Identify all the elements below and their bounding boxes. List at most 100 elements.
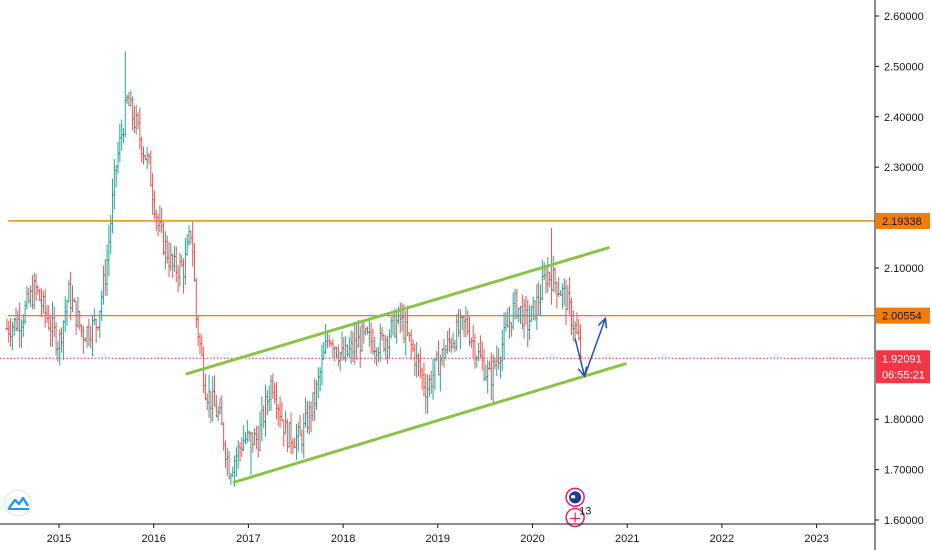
ohlc-bar [338, 351, 342, 372]
ohlc-bar [300, 429, 304, 454]
price-axis[interactable]: 2.60000 2.50000 2.40000 2.30000 2.10000 1.800… [874, 0, 924, 550]
ohlc-bar [76, 296, 80, 329]
ohlc-bar [243, 432, 248, 445]
ohlc-bar [313, 378, 317, 422]
ohlc-bar [8, 318, 13, 347]
ohlc-bar [455, 314, 459, 351]
ohlc-bar [387, 328, 391, 359]
ohlc-bar [30, 275, 35, 310]
ohlc-bar [482, 349, 486, 382]
ohlc-bar [196, 315, 200, 346]
ohlc-bar [192, 242, 197, 282]
y-tick-label: 2.60000 [884, 11, 924, 23]
event-flag-marker[interactable] [565, 487, 585, 508]
ohlc-bar [105, 244, 109, 296]
ohlc-bar [172, 245, 177, 272]
projection-arrows[interactable] [574, 316, 608, 379]
ohlc-bar [112, 159, 116, 210]
projection-arrow[interactable] [583, 316, 608, 377]
trend-channel[interactable] [185, 246, 627, 484]
ohlc-bar [249, 431, 253, 475]
ohlc-bar [562, 278, 566, 306]
ohlc-bar [238, 442, 242, 462]
ohlc-bar [569, 297, 574, 335]
ohlc-bar [38, 289, 42, 302]
ohlc-bar [398, 302, 402, 334]
ohlc-bar [58, 329, 62, 366]
ohlc-bar [309, 401, 313, 432]
event-counter-marker[interactable]: 13 [565, 505, 591, 528]
ohlc-bar [376, 347, 381, 363]
ohlc-bar [96, 326, 100, 331]
ohlc-bar [365, 326, 370, 335]
ohlc-bar [70, 285, 75, 313]
ohlc-bar [426, 374, 430, 415]
ohlc-bar [389, 316, 393, 339]
ohlc-bar [334, 346, 339, 359]
x-tick-label: 2015 [47, 533, 71, 545]
ohlc-bar [447, 327, 452, 352]
ohlc-bar [385, 335, 390, 365]
tag-background [876, 307, 930, 324]
event-markers[interactable]: 13 [565, 487, 591, 528]
ohlc-bar [546, 257, 550, 293]
ohlc-bar [78, 310, 82, 331]
ohlc-bar [130, 96, 135, 131]
ohlc-bar [61, 320, 65, 360]
arrow-shaft [574, 338, 586, 377]
ohlc-bar [116, 141, 120, 174]
ohlc-bar [493, 357, 497, 370]
ohlc-bar [358, 326, 362, 368]
time-axis[interactable]: 2015 2016 2017 2018 2019 2020 2021 2022 2023 [0, 523, 875, 545]
ohlc-bar [242, 425, 246, 452]
ohlc-bar [484, 364, 488, 381]
ohlc-bar [391, 314, 395, 336]
x-tick-label: 2023 [804, 533, 828, 545]
ohlc-bar [101, 265, 106, 305]
ohlc-bar [322, 341, 326, 360]
ohlc-bar [245, 420, 249, 444]
price-level-lines[interactable] [0, 220, 875, 359]
ohlc-bar [515, 289, 519, 320]
ohlc-bar [489, 352, 493, 401]
ohlc-bar [216, 405, 220, 422]
ohlc-bar [132, 105, 136, 133]
channel-upper-line[interactable] [185, 246, 610, 376]
ohlc-bar [276, 404, 280, 427]
ohlc-bar [329, 340, 333, 347]
ohlc-bar [39, 288, 44, 318]
ohlc-bar [571, 310, 575, 342]
ohlc-bar [114, 165, 118, 188]
ohlc-bar [451, 332, 455, 350]
tradingview-logo-icon[interactable] [4, 489, 32, 517]
ohlc-bars [5, 51, 583, 487]
ohlc-bar [311, 392, 315, 422]
ohlc-bar [247, 430, 251, 442]
x-tick-label: 2018 [331, 533, 355, 545]
ohlc-bar [185, 233, 189, 256]
ohlc-bar [420, 368, 424, 390]
ohlc-bar [553, 267, 557, 294]
ohlc-bar [407, 332, 411, 342]
ohlc-bar [564, 279, 568, 326]
ohlc-bar [446, 330, 450, 355]
ohlc-bar [526, 299, 530, 348]
ohlc-bar [50, 301, 55, 347]
bar-countdown-label: 06:55:21 [882, 369, 925, 381]
ohlc-bar [74, 300, 78, 335]
ohlc-bar [320, 344, 324, 386]
channel-lower-line[interactable] [232, 362, 627, 484]
ohlc-bar [28, 285, 33, 308]
ohlc-bar [380, 327, 384, 341]
ohlc-bar [154, 209, 158, 231]
ohlc-bar [500, 329, 504, 372]
tag-label: 2.00554 [882, 311, 922, 323]
ohlc-bar [85, 325, 89, 348]
ohlc-bar [83, 336, 87, 342]
ohlc-bar [10, 321, 14, 351]
ohlc-bar [318, 367, 322, 392]
ohlc-bar [498, 356, 503, 379]
ohlc-bar [87, 318, 91, 347]
ohlc-bar [260, 396, 264, 442]
